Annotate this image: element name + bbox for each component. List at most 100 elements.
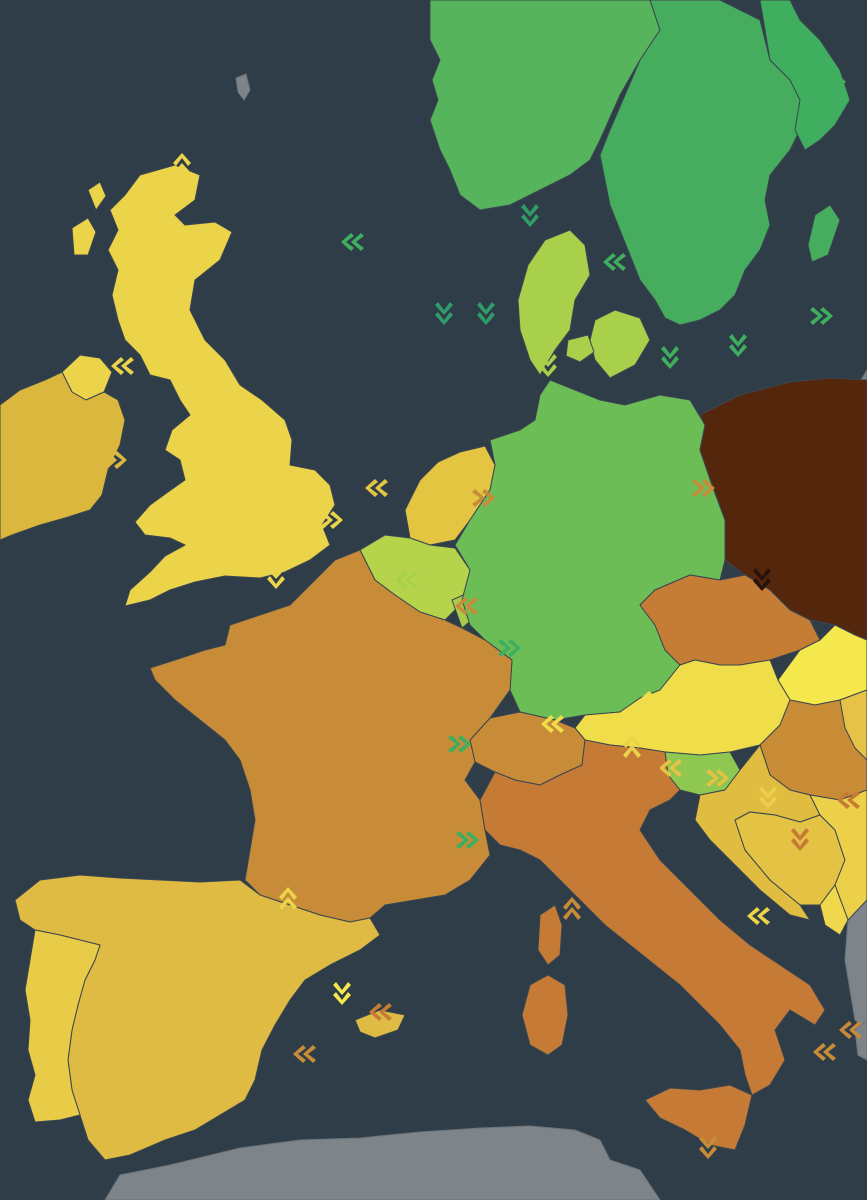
flow-arrow-chevron <box>435 302 453 315</box>
flow-arrow-france-italy <box>456 831 479 849</box>
flow-arrow-north-sea-1 <box>435 302 453 325</box>
flow-arrow-channel <box>267 566 285 589</box>
flow-arrow-chevron <box>839 1021 852 1039</box>
flow-arrow-austria-italy <box>623 735 641 758</box>
flow-arrow-chevron <box>365 479 378 497</box>
flow-arrow-chevron <box>837 791 850 809</box>
flow-arrow-chevron <box>405 571 418 589</box>
flow-arrow-chevron <box>303 1045 316 1063</box>
uk-hebrides-2 <box>87 181 107 211</box>
flow-arrow-chevron <box>563 897 581 910</box>
flow-arrow-ireland-uk <box>104 451 127 469</box>
flow-arrow-chevron <box>623 735 641 748</box>
flow-arrow-north-sea-nl <box>365 479 388 497</box>
flow-arrow-chevron <box>716 769 729 787</box>
flow-arrow-chevron <box>114 451 127 469</box>
flow-arrow-chevron <box>379 1003 392 1021</box>
greece-corner-land <box>854 1019 867 1061</box>
flow-arrow-chevron <box>482 489 495 507</box>
flow-arrow-finland-east <box>823 79 846 97</box>
flow-arrow-chevron <box>603 253 616 271</box>
flow-arrow-chevron <box>395 571 408 589</box>
flow-arrow-chevron <box>706 769 719 787</box>
flow-arrow-chevron <box>813 1043 826 1061</box>
flow-arrow-kattegat <box>603 253 626 271</box>
flow-arrow-chevron <box>715 638 733 651</box>
flow-arrow-germany-netherlands <box>472 489 495 507</box>
flow-arrow-sicily <box>699 1136 717 1159</box>
flow-arrow-chevron <box>539 354 557 367</box>
flow-arrow-chevron <box>333 982 351 995</box>
flow-arrow-chevron <box>823 79 836 97</box>
country-finland <box>759 0 851 151</box>
flow-arrow-chevron <box>729 344 747 357</box>
flow-arrow-chevron <box>448 735 461 753</box>
flow-arrow-slovenia-italy <box>659 759 682 777</box>
flow-arrow-chevron <box>541 715 554 733</box>
flow-arrow-chevron <box>699 1136 717 1149</box>
flow-arrow-chevron <box>435 312 453 325</box>
flow-arrow-chevron <box>649 691 662 709</box>
flow-arrow-chevron <box>351 233 364 251</box>
flow-arrow-chevron <box>279 887 297 900</box>
flow-arrow-uk-north <box>173 153 191 176</box>
flow-arrow-chevron <box>369 1003 382 1021</box>
flow-arrow-chevron <box>477 302 495 315</box>
flow-arrow-chevron <box>267 566 285 579</box>
flow-arrow-chevron <box>521 214 539 227</box>
flow-arrow-chevron <box>539 364 557 377</box>
flow-arrow-chevron <box>563 907 581 920</box>
flow-arrow-france-spain <box>279 887 297 910</box>
flow-arrow-denmark-germany <box>539 354 557 377</box>
flow-arrow-france-germany <box>498 639 521 657</box>
north-africa <box>104 1125 661 1200</box>
flow-arrow-chevron <box>623 745 641 758</box>
flow-arrow-chevron <box>820 307 833 325</box>
flow-arrow-chevron <box>702 479 715 497</box>
country-norway <box>429 0 661 211</box>
flow-arrow-france-switzerland <box>448 735 471 753</box>
flow-arrow-switzerland-austria <box>541 715 564 733</box>
island-sardinia <box>521 974 569 1056</box>
flow-arrow-chevron <box>759 786 777 799</box>
country-montenegro <box>819 884 849 936</box>
flow-arrow-chevron <box>466 831 479 849</box>
flow-arrow-chevron <box>551 715 564 733</box>
flow-arrow-chevron <box>661 356 679 369</box>
flow-arrow-chevron <box>847 791 860 809</box>
flow-arrow-chevron <box>333 992 351 1005</box>
flow-arrow-chevron <box>293 1045 306 1063</box>
flow-arrow-tyrrhenian <box>369 1003 392 1021</box>
flow-arrow-corsica <box>563 897 581 920</box>
flow-arrow-chevron <box>341 233 354 251</box>
flow-arrow-baltic-south <box>729 334 747 357</box>
balkan-east-land <box>844 899 867 1031</box>
countries <box>0 0 867 1161</box>
flow-arrow-chevron <box>659 759 672 777</box>
flow-arrow-chevron <box>833 79 846 97</box>
country-denmark <box>517 229 591 376</box>
flow-arrow-oresund <box>661 346 679 369</box>
flow-arrow-chevron <box>810 307 823 325</box>
flow-arrow-chevron <box>267 576 285 589</box>
flow-arrow-chevron <box>477 312 495 325</box>
island-mallorca <box>354 1009 406 1039</box>
flow-arrow-chevron <box>757 907 770 925</box>
flow-arrow-chevron <box>849 1021 862 1039</box>
flow-arrow-skagerrak <box>521 204 539 227</box>
flow-arrow-chevron <box>121 357 134 375</box>
flow-arrow-poland-czechia <box>753 568 771 591</box>
flow-arrow-chevron <box>747 907 760 925</box>
flow-arrow-chevron <box>279 897 297 910</box>
flow-arrow-chevron <box>823 1043 836 1061</box>
north-africa-land <box>104 73 867 1200</box>
flow-arrow-ionian <box>813 1043 836 1061</box>
flow-arrow-chevron <box>455 597 468 615</box>
flow-arrow-chevron <box>458 735 471 753</box>
flow-arrow-chevron <box>715 628 733 641</box>
flow-arrow-chevron <box>521 204 539 217</box>
flow-arrow-chevron <box>320 511 333 529</box>
flow-arrow-uk-belgium <box>320 511 343 529</box>
flow-arrow-czechia-austria <box>715 628 733 651</box>
flow-arrow-chevron <box>791 828 809 841</box>
